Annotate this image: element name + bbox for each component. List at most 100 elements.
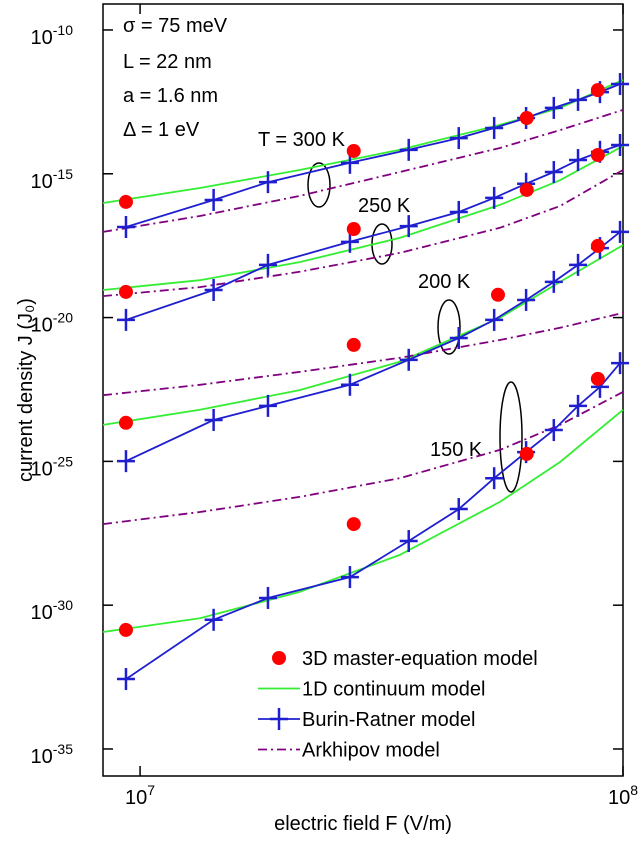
plus-marker [258,586,277,609]
plus-marker [569,149,588,172]
tick-exponent: -25 [53,453,73,469]
annotation: T = 300 K [258,129,346,151]
circle-marker [118,194,133,209]
tick-base: 10 [31,746,53,768]
legend-item: Burin-Ratner model [258,708,475,731]
plot-frame [102,3,624,777]
plus-marker [340,373,359,396]
plus-marker [116,450,135,473]
tick-label: 10-15 [31,166,74,193]
plus-marker [544,270,563,293]
plus-marker [399,530,418,553]
plus-marker [258,394,277,417]
tick-exponent: -10 [53,22,73,38]
curve [102,312,624,397]
legend-item: 1D continuum model [258,679,485,701]
tick-label: 10-30 [31,597,74,624]
legend-label: Arkhipov model [302,740,440,762]
legend-item: Arkhipov model [258,740,440,762]
annotation: σ = 75 meV [123,15,228,37]
circle-marker [118,415,133,430]
tick-base: 10 [31,171,53,193]
series [102,79,624,633]
plus-marker [204,188,223,211]
tick-label: 10-35 [31,741,74,768]
plus-marker [258,253,277,276]
plus-marker [611,73,630,96]
tick-exponent: -20 [53,310,73,326]
plus-marker [611,134,630,157]
plus-marker [544,96,563,119]
circle-marker [519,446,534,461]
tick-base: 10 [31,602,53,624]
plus-marker [116,308,135,331]
plus-marker [399,138,418,161]
circle-marker [346,337,361,352]
curve [102,169,624,297]
plus-marker [485,467,504,490]
legend-circle [272,651,286,665]
curve [125,83,621,228]
tick-base: 10 [31,27,53,49]
plus-marker [399,215,418,238]
curve [102,409,624,633]
plus-marker [204,278,223,301]
circle-marker [519,182,534,197]
tick-exponent: -15 [53,166,73,182]
tick-label: 10-25 [31,453,74,480]
tick-label: 108 [608,782,638,809]
annotation: 200 K [418,271,471,293]
plus-marker [569,253,588,276]
plus-marker [340,566,359,589]
tick-exponent: 7 [147,782,155,798]
plus-marker [485,308,504,331]
annotation: 250 K [358,195,411,217]
tick-base: 10 [31,315,53,337]
annotation: Δ = 1 eV [123,119,200,141]
tick-exponent: 8 [630,782,638,798]
curve [102,244,624,426]
circle-marker [118,622,133,637]
curve [125,231,621,462]
plus-marker [116,216,135,239]
plus-marker [449,127,468,150]
curve [102,391,624,525]
plus-marker [449,200,468,223]
plus-marker [611,352,630,375]
plus-marker [399,348,418,371]
group-ellipse [307,162,331,208]
tick-exponent: -30 [53,597,73,613]
circle-marker [590,371,605,386]
tick-label: 10-10 [31,22,74,49]
tick-base: 10 [31,458,53,480]
plus-marker [449,326,468,349]
plus-marker [485,117,504,140]
circle-marker [346,517,361,532]
ellipses [307,162,523,493]
plus-marker [569,394,588,417]
plus-marker [116,668,135,691]
legend-label: Burin-Ratner model [302,709,475,731]
circle-marker [519,110,534,125]
legend-label: 1D continuum model [302,679,485,701]
plus-marker [449,498,468,521]
plus-marker [569,88,588,111]
legend-label: 3D master-equation model [302,648,538,670]
x-axis-label: electric field F (V/m) [274,813,452,835]
circle-marker [346,222,361,237]
plus-marker [611,220,630,243]
circle-marker [490,287,505,302]
plus-marker [517,288,536,311]
series [116,73,630,691]
annotation: 150 K [430,439,483,461]
circle-marker [118,284,133,299]
group-ellipse [499,381,523,493]
plus-marker [204,408,223,431]
circle-marker [590,83,605,98]
plus-marker [544,161,563,184]
circle-marker [590,147,605,162]
plus-marker [485,186,504,209]
plus-marker [258,171,277,194]
tick-base: 10 [125,787,147,809]
legend-item: 3D master-equation model [272,648,538,670]
